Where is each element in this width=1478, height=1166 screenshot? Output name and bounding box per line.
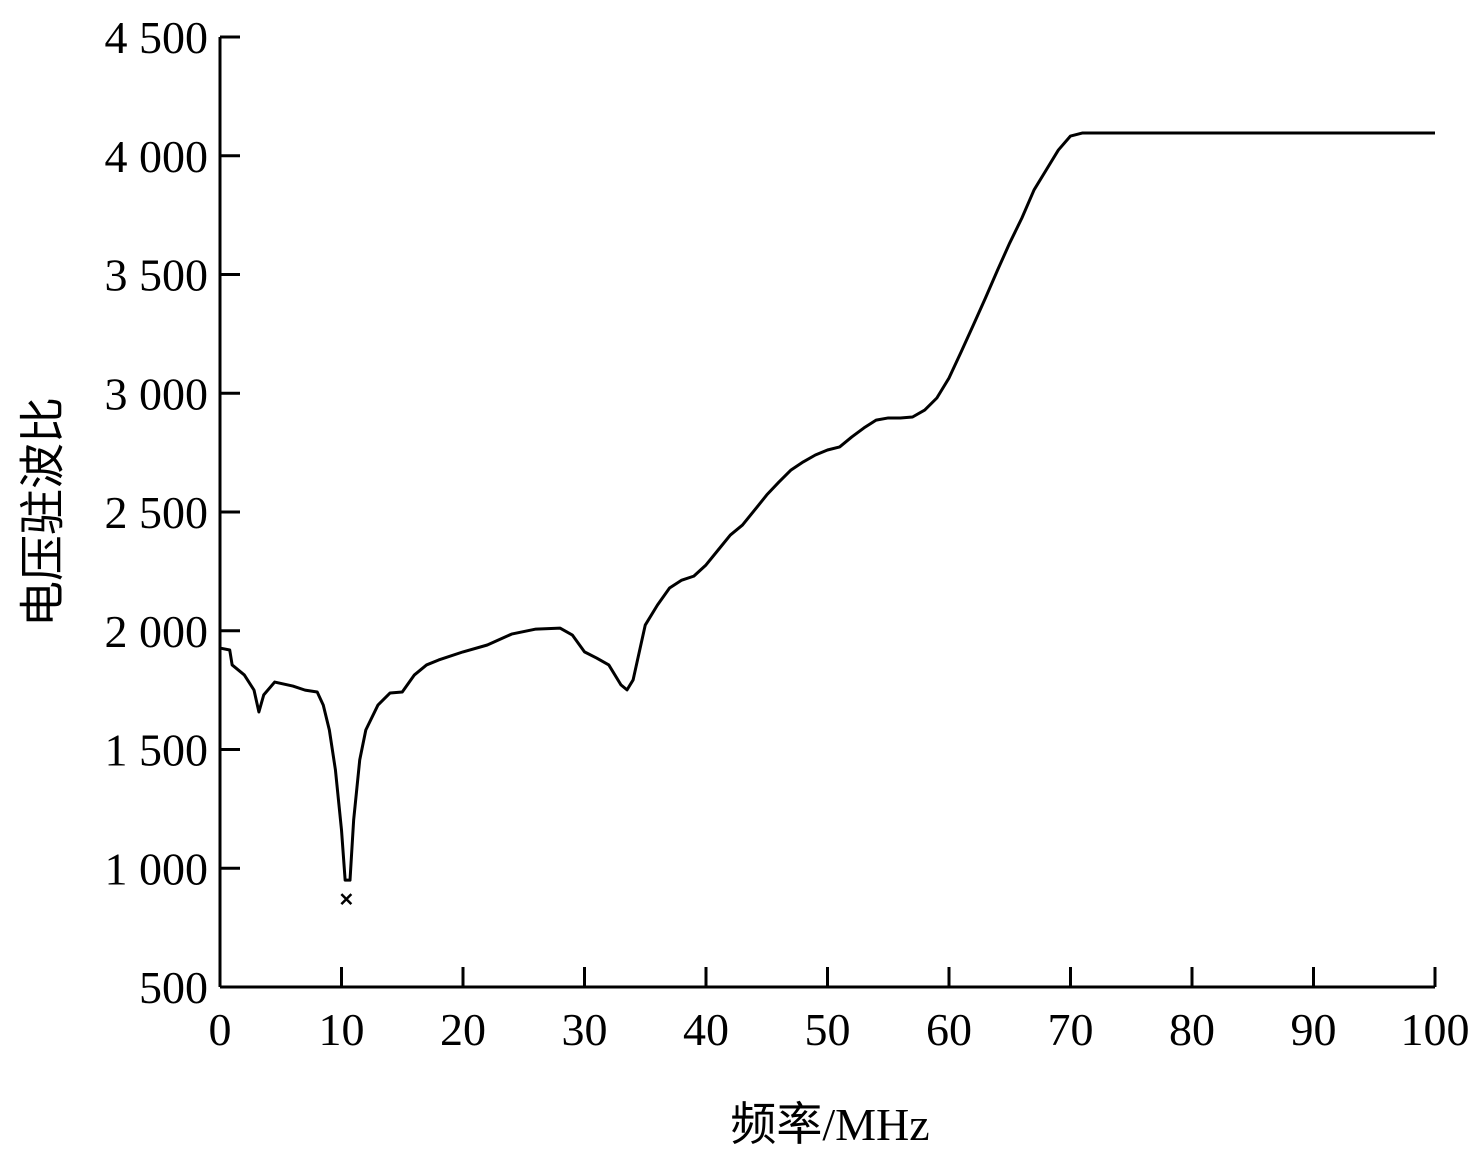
y-tick-label: 500	[139, 962, 208, 1013]
y-tick-label: 4 500	[105, 12, 209, 63]
data-line	[219, 131, 1435, 882]
x-tick-label: 100	[1401, 1004, 1470, 1055]
x-tick-label: 90	[1291, 1004, 1337, 1055]
x-tick-label: 20	[440, 1004, 486, 1055]
x-tick-label: 50	[805, 1004, 851, 1055]
y-tick-label: 3 000	[105, 368, 209, 419]
y-axis-label: 电压驻波比	[18, 397, 69, 627]
point-marker	[340, 893, 353, 906]
x-tick-label: 40	[683, 1004, 729, 1055]
x-tick-label: 70	[1048, 1004, 1094, 1055]
y-tick-label: 3 500	[105, 250, 209, 301]
x-tick-label: 0	[209, 1004, 232, 1055]
x-tick-label: 80	[1169, 1004, 1215, 1055]
y-tick-label: 1 500	[105, 725, 209, 776]
x-tick-label: 10	[319, 1004, 365, 1055]
x-axis-label: 频率/MHz	[730, 1099, 929, 1150]
x-tick-label: 30	[562, 1004, 608, 1055]
y-tick-label: 2 000	[105, 606, 209, 657]
x-tick-label: 60	[926, 1004, 972, 1055]
y-tick-label: 4 000	[105, 131, 209, 182]
y-tick-label: 1 000	[105, 843, 209, 894]
y-tick-label: 2 500	[105, 487, 209, 538]
